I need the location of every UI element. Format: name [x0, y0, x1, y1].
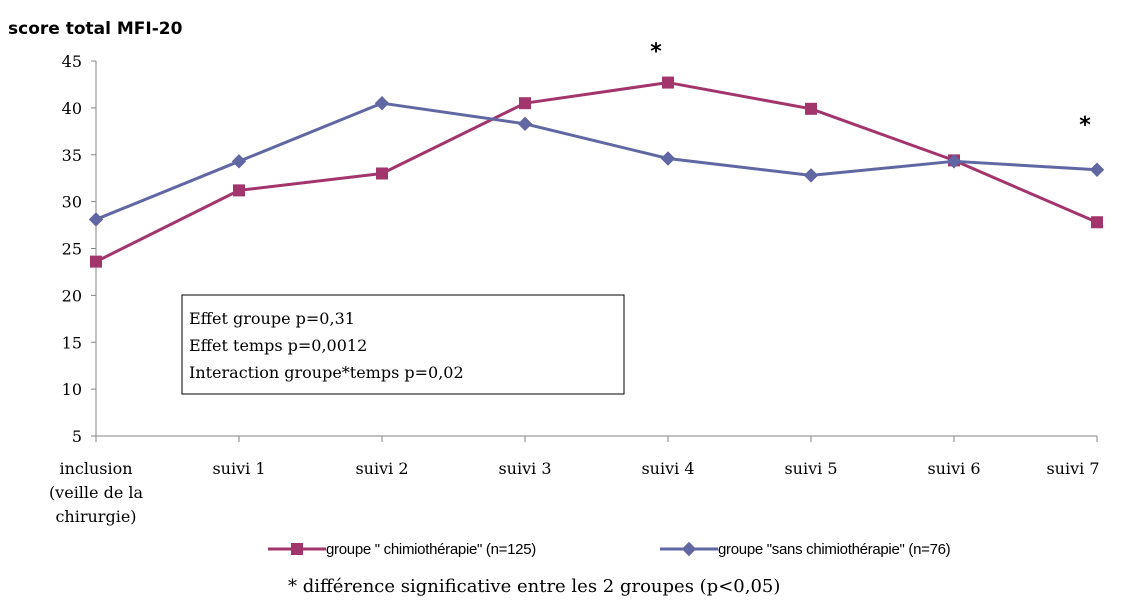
- y-axis: 5 10 15 20 25 30 35 40 45: [62, 52, 97, 446]
- legend-item-1: groupe " chimiothérapie" (n=125): [268, 541, 537, 558]
- series-2-point: [803, 168, 819, 183]
- significance-star: *: [1079, 113, 1091, 138]
- y-tick-label: 10: [62, 380, 82, 399]
- y-tick-label: 5: [72, 427, 82, 446]
- series-layer: [88, 76, 1105, 268]
- x-tick-label: suivi 4: [641, 459, 694, 478]
- footnote: * différence significative entre les 2 g…: [288, 576, 780, 597]
- legend-item-2: groupe "sans chimiothérapie" (n=76): [660, 541, 951, 558]
- y-tick-label: 30: [62, 193, 82, 212]
- series-2-point: [946, 154, 962, 169]
- stats-box-line: Effet temps p=0,0012: [189, 336, 367, 355]
- legend-label: groupe "sans chimiothérapie" (n=76): [718, 541, 951, 558]
- series-2-point: [231, 154, 247, 169]
- series-1: [90, 76, 1103, 268]
- series-2-point: [374, 95, 390, 111]
- series-1-line: [95, 81, 1098, 263]
- stats-box-line: Interaction groupe*temps p=0,02: [189, 363, 464, 382]
- series-1-point: [376, 167, 388, 180]
- series-1-point: [1091, 216, 1103, 229]
- x-tick-label: suivi 7: [1046, 459, 1099, 478]
- x-tick-label: suivi 2: [355, 459, 408, 478]
- series-1-point: [805, 102, 817, 115]
- x-tick-label: suivi 5: [784, 459, 837, 478]
- series-2: [88, 95, 1105, 227]
- stats-box-frame: [181, 294, 625, 395]
- series-1-point: [233, 184, 245, 197]
- significance-star: *: [650, 40, 662, 65]
- series-2-point: [517, 116, 533, 132]
- series-2-point: [88, 212, 104, 227]
- x-tick-label: suivi 6: [927, 459, 980, 478]
- legend-label: groupe " chimiothérapie" (n=125): [326, 541, 536, 558]
- series-2-line: [95, 101, 1098, 221]
- series-2-point: [1089, 162, 1105, 177]
- series-1-point: [90, 255, 102, 268]
- stats-box: Effet groupe p=0,31 Effet temps p=0,0012 I…: [181, 294, 625, 395]
- x-axis: inclusion (veille de la chirurgie) suivi 1 s…: [49, 435, 1100, 526]
- y-tick-label: 35: [62, 146, 82, 165]
- x-tick-label: suivi 3: [498, 459, 551, 478]
- stats-box-line: Effet groupe p=0,31: [189, 309, 355, 328]
- y-tick-label: 25: [62, 240, 82, 259]
- chart-title: score total MFI-20: [8, 19, 183, 39]
- x-tick-label: (veille de la: [49, 483, 144, 502]
- significance-markers: **: [650, 40, 1091, 138]
- x-tick-label: chirurgie): [55, 507, 136, 526]
- series-1-point: [662, 76, 674, 89]
- y-tick-label: 20: [62, 286, 82, 305]
- y-tick-label: 40: [62, 99, 82, 118]
- series-1-point: [519, 97, 531, 110]
- y-tick-label: 15: [62, 333, 82, 352]
- legend: groupe " chimiothérapie" (n=125) groupe "…: [268, 541, 951, 558]
- y-tick-label: 45: [62, 52, 82, 71]
- legend-swatch-marker: [681, 541, 697, 557]
- x-tick-label: inclusion: [59, 459, 132, 478]
- x-tick-label: suivi 1: [212, 459, 265, 478]
- series-2-point: [660, 151, 676, 166]
- legend-swatch-marker: [291, 543, 303, 555]
